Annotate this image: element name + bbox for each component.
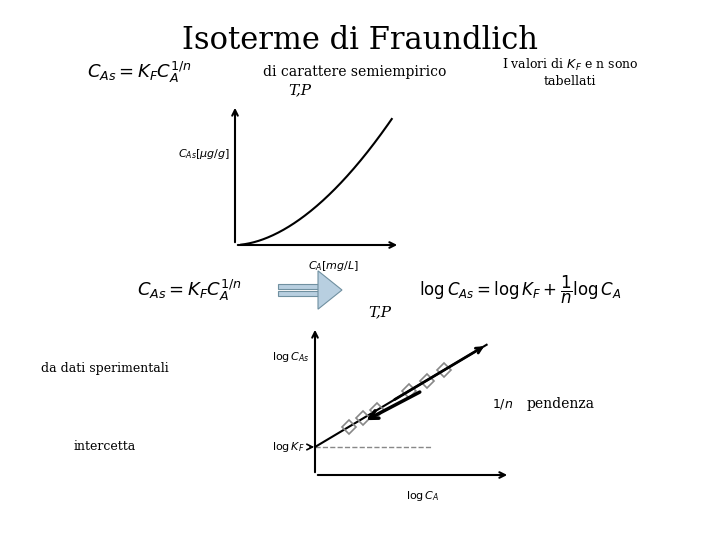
Text: $C_{As} = K_F C_A^{1/n}$: $C_{As} = K_F C_A^{1/n}$ [87, 59, 192, 85]
Text: $\log K_F$: $\log K_F$ [272, 440, 305, 454]
Text: T,P: T,P [289, 83, 312, 97]
Text: $\log C_{As} = \log K_F + \dfrac{1}{n} \log C_A$: $\log C_{As} = \log K_F + \dfrac{1}{n} \… [419, 274, 621, 306]
Text: da dati sperimentali: da dati sperimentali [41, 362, 169, 375]
Text: $C_{As} = K_F C_A^{1/n}$: $C_{As} = K_F C_A^{1/n}$ [138, 277, 243, 303]
Text: di carattere semiempirico: di carattere semiempirico [264, 65, 446, 79]
Polygon shape [278, 291, 318, 296]
Polygon shape [278, 284, 318, 289]
Text: $1/n$: $1/n$ [492, 397, 513, 411]
Text: $\log C_A$: $\log C_A$ [405, 489, 439, 503]
Text: Isoterme di Fraundlich: Isoterme di Fraundlich [182, 25, 538, 56]
Polygon shape [318, 271, 342, 309]
Text: I valori di $K_F$ e n sono
tabellati: I valori di $K_F$ e n sono tabellati [502, 57, 639, 87]
Text: intercetta: intercetta [74, 441, 136, 454]
Text: $C_{As}[\mu g/g]$: $C_{As}[\mu g/g]$ [178, 147, 230, 161]
Text: $C_A[mg/L]$: $C_A[mg/L]$ [308, 259, 359, 273]
Text: pendenza: pendenza [526, 397, 595, 411]
Text: T,P: T,P [369, 305, 392, 319]
Text: $\log C_{As}$: $\log C_{As}$ [272, 349, 310, 363]
